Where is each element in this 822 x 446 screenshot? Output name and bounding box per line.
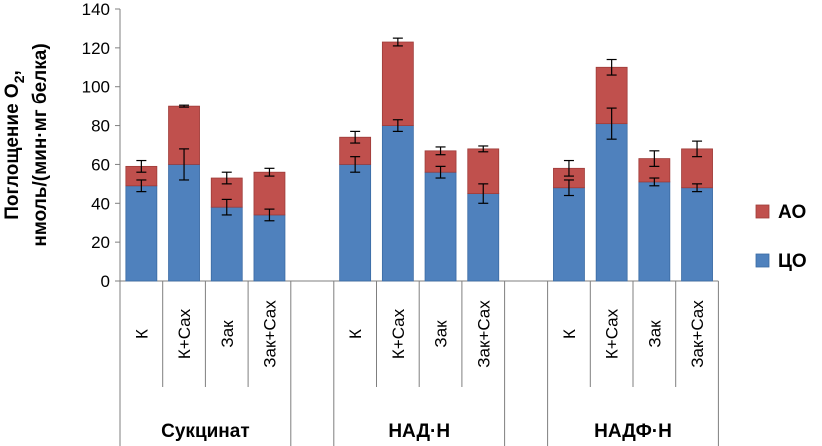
legend-swatch	[755, 204, 770, 219]
bar-co	[638, 181, 671, 282]
y-axis-label-line2: нмоль/(мин·мг белка)	[30, 43, 51, 246]
category-label: Зак	[645, 320, 664, 348]
bar-ao	[253, 171, 286, 216]
y-tick-label: 80	[91, 117, 110, 136]
y-tick-label: 0	[101, 272, 110, 291]
y-tick-label: 20	[91, 233, 110, 252]
y-tick-label: 40	[91, 194, 110, 213]
y-tick-label: 60	[91, 155, 110, 174]
category-label: К+Сах	[175, 308, 194, 359]
bar-co	[681, 187, 713, 282]
category-label: Зак+Сах	[260, 300, 279, 368]
category-label: Зак+Сах	[688, 300, 707, 368]
bar-co	[125, 185, 158, 282]
bar-co	[424, 171, 457, 282]
bar-ao	[381, 41, 414, 126]
bar-co	[210, 206, 243, 282]
y-axis-label: Поглощение O2, нмоль/(мин·мг белка)	[2, 43, 51, 246]
category-label: К+Сах	[603, 308, 622, 359]
y-axis-label-line1: Поглощение O2,	[2, 70, 27, 220]
bar-co	[381, 125, 414, 282]
category-label: К	[132, 329, 151, 339]
bar-co	[168, 164, 200, 282]
y-tick-label: 120	[82, 39, 110, 58]
bar-co	[253, 214, 286, 282]
y-tick-label: 100	[82, 78, 110, 97]
category-label: Зак	[218, 320, 237, 348]
category-label: Зак+Сах	[474, 300, 493, 368]
group-label: НАДФ·Н	[594, 421, 672, 442]
plot-area: 0 20 40 60 80 100 120 140 К К+Сах Зак Зак+Сах К К+Сах…	[82, 0, 719, 446]
y-tick-label: 140	[82, 0, 110, 19]
bar-co	[467, 193, 500, 282]
category-label: К	[346, 329, 365, 339]
category-label: Зак	[432, 320, 451, 348]
bar-co	[595, 123, 628, 282]
legend-label: ЦО	[778, 251, 807, 272]
legend: АО ЦО	[755, 202, 807, 272]
group-label: Сукцинат	[161, 421, 250, 442]
bar-co	[339, 164, 372, 282]
category-label: К+Сах	[389, 308, 408, 359]
bar-co	[553, 187, 585, 282]
legend-label: АО	[778, 202, 806, 223]
legend-swatch	[755, 253, 770, 268]
group-label: НАД·Н	[388, 421, 450, 442]
category-label: К	[560, 329, 579, 339]
